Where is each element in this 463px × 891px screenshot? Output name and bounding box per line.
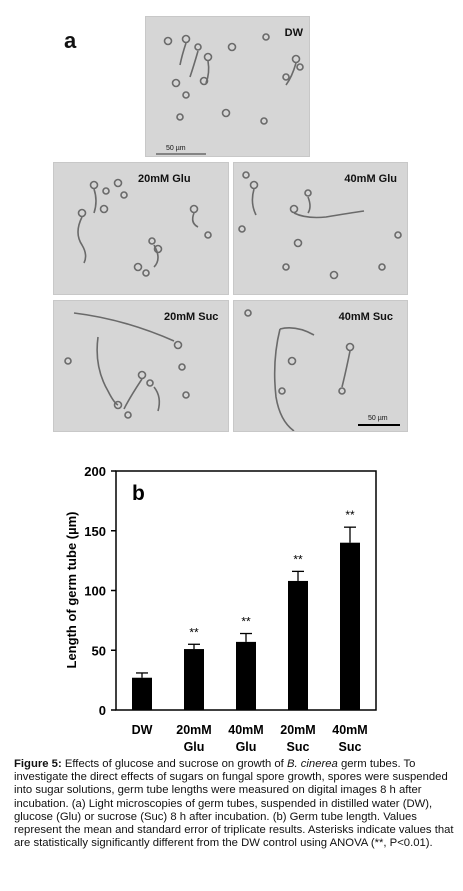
caption-label: Figure 5:	[14, 758, 62, 770]
bar	[340, 542, 360, 710]
condition-label-20mm-glu: 20mM Glu	[138, 173, 191, 185]
x-category-label: Suc	[339, 740, 362, 754]
x-axis-labels: DW 20mM Glu 40mM Glu 20mM Suc 40mM Suc	[132, 723, 368, 754]
micrograph-40mm-glu: 40mM Glu	[233, 162, 408, 295]
significance-marker: **	[241, 615, 251, 629]
x-category-label: 40mM	[228, 723, 263, 737]
significance-marker: **	[189, 625, 199, 639]
x-category-label: Glu	[236, 740, 257, 754]
condition-label-20mm-suc: 20mM Suc	[164, 311, 219, 323]
significance-marker: **	[293, 552, 303, 566]
x-category-label: Suc	[287, 740, 310, 754]
x-category-label: 40mM	[332, 723, 367, 737]
scale-bar-label: 50 µm	[368, 415, 388, 422]
condition-label-40mm-glu: 40mM Glu	[344, 173, 397, 185]
bar	[132, 677, 152, 710]
caption-text-1: Effects of glucose and sucrose on growth…	[61, 758, 287, 770]
scale-bar-label: 50 µm	[166, 145, 186, 152]
y-tick-label: 50	[92, 643, 106, 658]
x-category-label: 20mM	[176, 723, 211, 737]
condition-label-40mm-suc: 40mM Suc	[338, 311, 393, 323]
bar	[184, 649, 204, 710]
caption-text-2: germ tubes. To investigate the direct ef…	[14, 758, 454, 850]
panel-a-label: a	[64, 28, 77, 53]
bar-series: ** ** ** **	[132, 508, 360, 710]
y-tick-label: 0	[99, 703, 106, 718]
caption-species: B. cinerea	[286, 758, 338, 770]
micrograph-20mm-suc: 20mM Suc	[53, 300, 229, 432]
micrograph-40mm-suc-image	[244, 309, 400, 431]
micrograph-dw-image	[156, 33, 304, 155]
x-category-label: Glu	[184, 740, 205, 754]
y-tick-label: 100	[84, 584, 106, 599]
y-tick-label: 150	[84, 524, 106, 539]
micrograph-20mm-glu-image	[77, 178, 212, 277]
x-category-label: DW	[132, 723, 153, 737]
micrograph-40mm-glu-image	[238, 171, 402, 280]
micrograph-40mm-suc: 40mM Suc 50 µm	[233, 300, 408, 432]
y-axis: 0 50 100 150 200	[84, 464, 116, 718]
micrograph-20mm-glu: 20mM Glu	[53, 162, 229, 295]
significance-marker: **	[345, 508, 355, 522]
figure-caption: Figure 5: Effects of glucose and sucrose…	[14, 758, 454, 850]
condition-label-dw: DW	[284, 27, 303, 39]
x-category-label: 20mM	[280, 723, 315, 737]
y-axis-label: Length of germ tube (µm)	[64, 512, 79, 669]
bar	[236, 641, 256, 710]
y-tick-label: 200	[84, 464, 106, 479]
panel-b-label: b	[132, 482, 145, 505]
bar	[288, 580, 308, 710]
micrograph-dw: DW 50 µm	[145, 16, 310, 157]
germ-tube-length-chart: 0 50 100 150 200 ** ** ** ** DW 20mM Glu 40mM Glu 20…	[64, 464, 377, 754]
micrograph-20mm-suc-image	[64, 312, 190, 419]
